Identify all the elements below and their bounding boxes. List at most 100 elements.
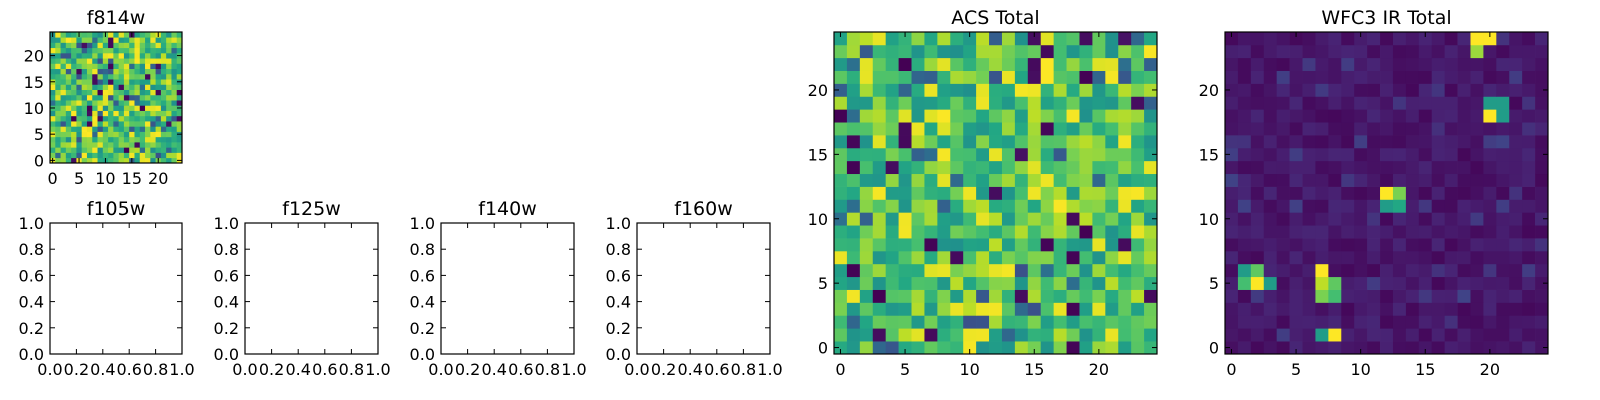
heatmap-cell <box>1341 199 1355 213</box>
heatmap-cell <box>155 52 162 59</box>
heatmap-cell <box>1040 32 1054 46</box>
heatmap-cell <box>1535 212 1549 226</box>
heatmap-cell <box>76 94 83 101</box>
heatmap-cell <box>1496 263 1510 278</box>
heatmap-cell <box>166 73 172 80</box>
heatmap-cell <box>97 110 104 117</box>
heatmap-cell <box>55 37 61 43</box>
heatmap-cell <box>65 121 72 127</box>
heatmap-cell <box>1418 250 1433 265</box>
axes-frame <box>49 31 183 164</box>
heatmap-cell <box>113 32 119 38</box>
heatmap-cell <box>50 115 56 122</box>
y-tick-label: 0 <box>34 151 44 170</box>
heatmap-cell <box>145 63 151 70</box>
heatmap-cell <box>92 147 98 153</box>
heatmap-cell <box>65 79 72 85</box>
heatmap-cell <box>1380 315 1394 329</box>
heatmap-cell <box>81 105 88 111</box>
heatmap-cell <box>145 136 151 143</box>
heatmap-cell <box>102 84 109 90</box>
heatmap-cell <box>1066 173 1080 187</box>
heatmap-cell <box>118 84 125 90</box>
heatmap-cell <box>1263 263 1278 278</box>
heatmap-cell <box>97 42 104 49</box>
heatmap-cell <box>92 58 98 64</box>
heatmap-cell <box>92 89 98 96</box>
heatmap-cell <box>1431 122 1445 136</box>
heatmap-cell <box>976 238 990 252</box>
heatmap-cell <box>76 47 83 54</box>
heatmap-cell <box>1341 263 1355 278</box>
heatmap-cell <box>1392 122 1407 136</box>
heatmap-cell <box>1001 276 1016 290</box>
heatmap-cell <box>976 302 990 316</box>
heatmap-cell <box>139 37 146 43</box>
heatmap-cell <box>92 68 98 75</box>
heatmap-cell <box>118 32 125 38</box>
heatmap-cell <box>1444 57 1458 71</box>
heatmap-cell <box>1027 276 1042 290</box>
heatmap-cell <box>1341 122 1355 136</box>
heatmap-cell <box>950 147 964 162</box>
heatmap-cell <box>1118 263 1132 278</box>
heatmap-cell <box>155 47 162 54</box>
heatmap-cell <box>118 52 125 59</box>
heatmap-cell <box>1470 32 1484 46</box>
heatmap-cell <box>898 186 912 200</box>
heatmap-cell <box>102 52 109 59</box>
heatmap-cell <box>86 47 93 54</box>
heatmap-cell <box>102 147 109 153</box>
heatmap-cell <box>859 135 874 149</box>
heatmap-cell <box>113 73 119 80</box>
heatmap-cell <box>1522 250 1536 265</box>
heatmap-cell <box>1225 302 1239 316</box>
heatmap-cell <box>937 109 951 123</box>
heatmap-cell <box>1040 147 1054 162</box>
heatmap-cell <box>1328 199 1342 213</box>
heatmap-cell <box>134 115 141 122</box>
heatmap-cell <box>1380 83 1394 97</box>
heatmap-cell <box>1470 186 1484 200</box>
heatmap-cell <box>55 105 61 111</box>
heatmap-cell <box>60 136 67 143</box>
heatmap-cell <box>1105 44 1119 59</box>
heatmap-cell <box>81 89 88 96</box>
heatmap-cell <box>1470 328 1484 342</box>
heatmap-cell <box>60 157 67 164</box>
heatmap-cell <box>1405 173 1420 187</box>
heatmap-cell <box>92 94 98 101</box>
heatmap-cell <box>176 147 183 153</box>
heatmap-cell <box>123 136 130 143</box>
heatmap-cell <box>1431 341 1445 355</box>
heatmap-cell <box>898 135 912 149</box>
heatmap-cell <box>1276 276 1290 290</box>
heatmap-cell <box>1237 44 1252 59</box>
heatmap-cell <box>1263 32 1278 46</box>
heatmap-cell <box>1367 57 1381 71</box>
heatmap-cell <box>898 276 912 290</box>
heatmap-cell <box>1237 225 1252 239</box>
heatmap-cell <box>963 212 977 226</box>
heatmap-cell <box>1341 328 1355 342</box>
heatmap-cell <box>1367 122 1381 136</box>
heatmap-cell <box>1079 289 1093 303</box>
heatmap-cell <box>118 68 125 75</box>
heatmap-cell <box>834 122 848 136</box>
heatmap-cell <box>911 83 925 97</box>
heatmap-cell <box>1289 225 1303 239</box>
heatmap-cell <box>1302 135 1316 149</box>
heatmap-cell <box>60 42 67 49</box>
heatmap-cell <box>1040 57 1054 71</box>
heatmap-cell <box>1535 122 1549 136</box>
heatmap-cell <box>1289 238 1303 252</box>
heatmap-cell <box>92 84 98 90</box>
heatmap-cell <box>859 212 874 226</box>
heatmap-cell <box>1509 276 1523 290</box>
heatmap-cell <box>155 42 162 49</box>
heatmap-cell <box>1367 186 1381 200</box>
heatmap-cell <box>1118 109 1132 123</box>
heatmap-cell <box>92 63 98 70</box>
heatmap-cell <box>1053 147 1067 162</box>
heatmap-cell <box>1405 186 1420 200</box>
